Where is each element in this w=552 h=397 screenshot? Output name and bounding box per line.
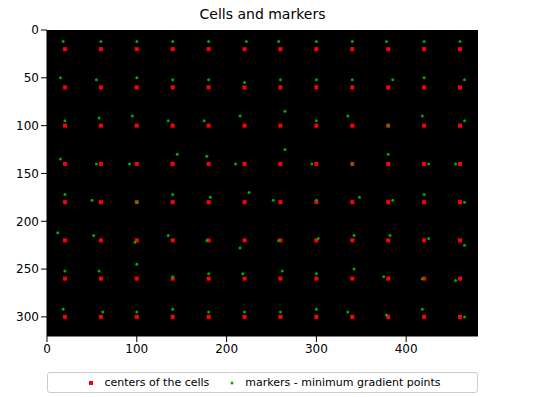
svg-text:100: 100 <box>16 119 39 133</box>
html-text:Cells and markers: Cells and markers <box>199 6 326 22</box>
svg-text:300: 300 <box>305 342 328 356</box>
svg-text:200: 200 <box>16 215 39 229</box>
svg-text:100: 100 <box>125 342 148 356</box>
svg-text:250: 250 <box>16 262 39 276</box>
svg-text:50: 50 <box>24 71 39 85</box>
svg-text:0: 0 <box>43 342 51 356</box>
html-text:centers of the cells: centers of the cells <box>104 376 210 389</box>
svg-text:0: 0 <box>31 23 39 37</box>
svg-text:300: 300 <box>16 310 39 324</box>
svg-text:200: 200 <box>215 342 238 356</box>
svg-text:150: 150 <box>16 167 39 181</box>
svg-text:400: 400 <box>395 342 418 356</box>
html-text:markers - minimum gradient poi: markers - minimum gradient points <box>245 376 441 389</box>
